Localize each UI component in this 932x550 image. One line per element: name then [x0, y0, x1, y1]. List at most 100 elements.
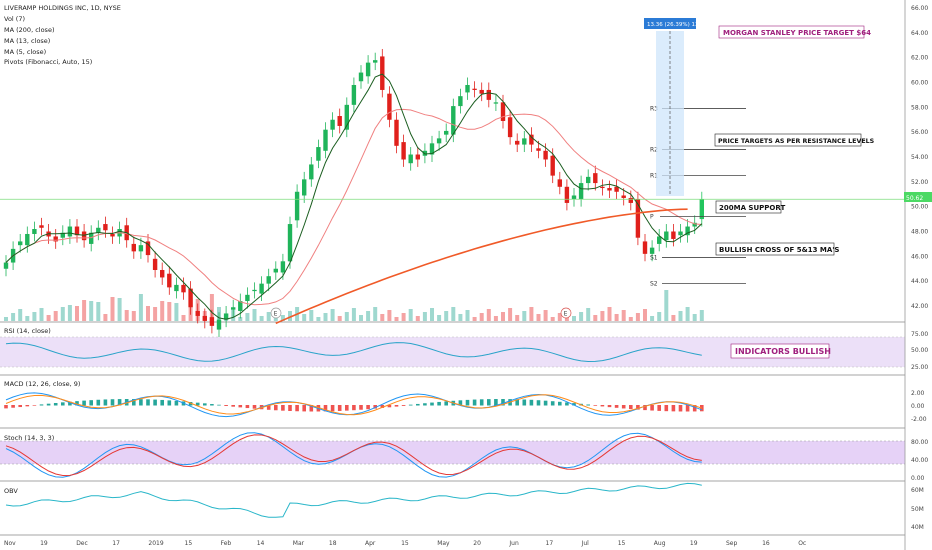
candle-body [18, 241, 23, 246]
candle-body [564, 186, 570, 203]
volume-bar [401, 313, 406, 321]
volume-bar [302, 314, 307, 321]
volume-bar [238, 317, 243, 321]
macd-histogram-bar [430, 402, 434, 406]
candle-body [628, 197, 633, 203]
macd-histogram-bar [387, 405, 392, 408]
candle-body [685, 226, 690, 236]
macd-histogram-bar [536, 400, 541, 406]
macd-histogram-bar [195, 402, 200, 406]
volume-bar [529, 307, 534, 321]
volume-bar [373, 307, 378, 321]
volume-bar [60, 307, 65, 321]
support-annotation: 200MA SUPPORT [715, 200, 785, 214]
volume-bar [415, 316, 420, 321]
candle-body [131, 243, 136, 252]
macd-histogram-bar [671, 405, 676, 412]
pane-tick: 75.00 [911, 331, 928, 338]
pane-tick: -2.00 [911, 416, 927, 423]
macd-histogram-bar [345, 405, 349, 411]
pane-tick: 0.00 [911, 403, 925, 410]
macd-histogram-bar [53, 402, 58, 406]
macd-histogram-bar [117, 399, 122, 406]
macd-histogram-bar [330, 405, 335, 412]
earnings-marker-2[interactable]: E [560, 307, 572, 319]
candle-body [394, 119, 399, 146]
price-tick: 52.00 [911, 179, 928, 186]
candle-body [529, 134, 534, 145]
candle-body [571, 195, 577, 200]
volume-bar [444, 311, 449, 321]
volume-bar [4, 317, 8, 321]
candle-body [245, 294, 250, 302]
macd-histogram-bar [636, 405, 640, 410]
macd-histogram-bar [394, 405, 399, 407]
pane-tick: 50M [911, 506, 924, 513]
macd-histogram-bar [252, 405, 257, 409]
macd-histogram-bar [323, 405, 328, 412]
volume-bar [245, 313, 250, 321]
candle-body [273, 268, 278, 273]
volume-bar [678, 311, 683, 321]
volume-bar [465, 310, 470, 321]
candle-body [145, 241, 151, 256]
price-tick: 64.00 [911, 30, 928, 37]
candle-body [429, 143, 435, 155]
candle-body [664, 231, 669, 241]
volume-bar [359, 315, 363, 321]
pivot-label-r1: R1 [650, 173, 658, 180]
volume-bar [692, 314, 697, 321]
macd-histogram-bar [444, 401, 448, 406]
price-tick: 46.00 [911, 253, 928, 260]
date-tick: Dec [76, 540, 88, 547]
candle-body [657, 236, 662, 244]
candle-body [522, 138, 527, 145]
macd-histogram-bar [266, 405, 271, 410]
macd-histogram-bar [281, 405, 285, 411]
date-tick: 17 [112, 540, 120, 547]
candle-body [621, 195, 626, 198]
candle-body [103, 224, 108, 231]
svg-text:E: E [564, 311, 568, 318]
date-tick: 17 [546, 540, 554, 547]
macd-histogram-bar [494, 399, 498, 406]
pane-tick: 40M [911, 524, 924, 531]
stoch-band [0, 441, 905, 464]
candle-body [678, 231, 683, 236]
volume-bar [657, 312, 662, 321]
macd-histogram-bar [153, 399, 157, 406]
macd-histogram-bar [437, 401, 441, 406]
volume-bar [607, 307, 612, 321]
candle-body [60, 232, 65, 238]
volume-bar [479, 313, 484, 321]
pane-tick: 0.00 [911, 475, 925, 482]
date-tick: May [437, 540, 450, 547]
macd-histogram-bar [139, 399, 143, 406]
pane-tick: 80.00 [911, 439, 928, 446]
macd-histogram-bar [288, 405, 292, 411]
candle-body [586, 176, 591, 184]
candle-body [500, 102, 506, 121]
indicator-ma200: MA (200, close) [4, 26, 54, 34]
candle-body [358, 72, 364, 82]
candle-body [89, 232, 94, 244]
macd-histogram-bar [586, 404, 590, 406]
macd-histogram-bar [593, 405, 598, 406]
earnings-marker-1[interactable]: E [270, 307, 282, 319]
volume-bar [600, 311, 605, 321]
macd-histogram-bar [210, 404, 214, 406]
macd-histogram-bar [515, 399, 519, 406]
volume-bar [11, 313, 16, 321]
volume-bar [635, 313, 640, 321]
macd-histogram-bar [132, 399, 136, 406]
candle-body [365, 62, 371, 77]
candle-body [614, 186, 619, 192]
macd-histogram-bar [188, 402, 193, 406]
macd-histogram-bar [558, 401, 562, 406]
volume-bar [458, 314, 463, 321]
volume-bar [493, 316, 498, 321]
volume-bar [508, 308, 513, 321]
chart-title: LIVERAMP HOLDINGS INC, 1D, NYSE [4, 4, 121, 12]
macd-histogram-bar [337, 405, 342, 411]
